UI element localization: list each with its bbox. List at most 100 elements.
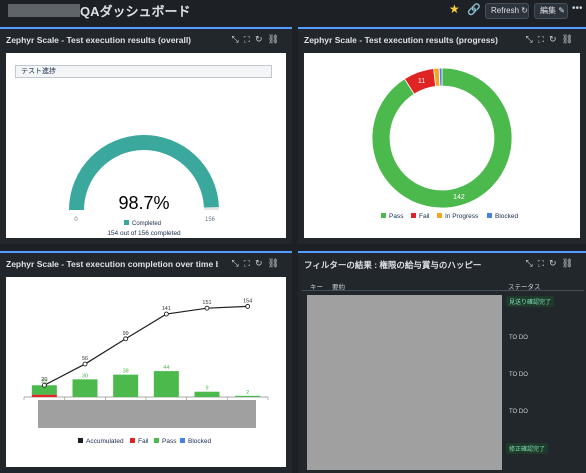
gauge-percent: 98.7% [118, 193, 169, 213]
legend-label: Pass [389, 213, 404, 220]
panel-filter-results: フィルターの結果 : 権限の給与賞与のハッピー ⤡⛶↻⛓ キー 要約 ステータス… [298, 251, 586, 473]
link-icon[interactable]: ⛓ [561, 258, 578, 268]
bar-pass [31, 385, 57, 395]
panel-actions: ⤡⛶↻⛓ [526, 258, 579, 269]
status-badge: 見送り確認完了 [506, 296, 555, 307]
gauge-chart: 98.7% 0 156 Completed 154 out of 156 com… [69, 135, 219, 237]
bar-data-label: 9 [205, 386, 208, 392]
refresh-button[interactable]: Refresh ↻ [485, 3, 529, 19]
legend-swatch [437, 213, 442, 218]
status-badge: TO DO [509, 372, 528, 378]
gauge-fill [69, 135, 219, 210]
donut-slice-pass [371, 67, 513, 209]
accumulated-data-label: 20 [41, 377, 47, 383]
donut-chart: 142 11 Pass Fail In Progress Blocked [371, 67, 519, 220]
accumulated-data-label: 56 [82, 356, 88, 362]
star-icon[interactable]: ★ [449, 2, 460, 16]
legend-label: Fail [138, 438, 149, 445]
panel-title: フィルターの結果 : 権限の給与賞与のハッピー [304, 260, 482, 270]
bar-data-label: 20 [41, 379, 47, 385]
accumulated-line [44, 305, 248, 386]
minimize-icon[interactable]: ⤡ [525, 34, 538, 44]
gauge-max-label: 156 [205, 217, 216, 223]
panel-actions: ⤡⛶↻⛓ [526, 34, 579, 45]
link-icon[interactable]: ⛓ [561, 34, 578, 44]
dashboard-title: QAダッシュボード [80, 4, 191, 19]
legend-swatch [381, 213, 386, 218]
legend-label: In Progress [445, 213, 479, 220]
redacted-x-labels [38, 400, 256, 428]
minimize-icon[interactable]: ⤡ [231, 258, 244, 268]
panel-body: 142 11 Pass Fail In Progress Blocked [304, 53, 580, 238]
panel-title: Zephyr Scale - Test execution completion… [6, 259, 218, 269]
status-badge: TO DO [509, 335, 528, 341]
panel-actions: ⤡⛶↻⛓ [232, 34, 285, 45]
refresh-icon[interactable]: ↻ [255, 34, 268, 44]
link-icon[interactable]: ⛓ [267, 258, 284, 268]
bar-data-label: 44 [163, 365, 169, 371]
legend-swatch [487, 213, 492, 218]
column-key[interactable]: キー [310, 284, 323, 291]
status-badge: 修正確認完了 [506, 443, 549, 454]
panel-title: Zephyr Scale - Test execution results (o… [6, 35, 192, 45]
bar-fail [31, 394, 57, 397]
refresh-label: Refresh [491, 6, 520, 15]
minimize-icon[interactable]: ⤡ [231, 34, 244, 44]
link-icon[interactable]: ⛓ [267, 34, 284, 44]
redacted-title-prefix [8, 4, 80, 17]
panel-title: Zephyr Scale - Test execution results (p… [304, 35, 498, 45]
bar-pass [153, 371, 179, 397]
legend-swatch [78, 438, 83, 443]
expand-icon[interactable]: ⛶ [243, 258, 256, 268]
panel-actions: ⤡⛶↻⛓ [232, 258, 285, 269]
legend-swatch [180, 438, 185, 443]
donut-slice-blocked [438, 67, 443, 87]
bar-pass [113, 374, 139, 397]
legend-label: Pass [162, 438, 177, 445]
donut-data-label: 11 [418, 78, 425, 85]
link-icon[interactable]: 🔗 [467, 4, 481, 16]
tab-test-progress[interactable]: テスト進捗 [15, 65, 272, 78]
legend-label: Blocked [188, 438, 212, 445]
accumulated-data-label: 99 [123, 331, 129, 337]
legend-completed-swatch [124, 220, 129, 225]
minimize-icon[interactable]: ⤡ [525, 258, 538, 268]
legend-label: Blocked [495, 213, 519, 220]
column-summary[interactable]: 要約 [332, 284, 345, 291]
accumulated-data-label: 141 [162, 306, 171, 312]
panel-body: 20 30 38 44 9 2 20 56 99 141 151 154 Accumulated Fail… [6, 277, 286, 467]
bar-data-label: 38 [123, 369, 129, 375]
column-status[interactable]: ステータス [508, 284, 541, 291]
top-bar: QAダッシュボード ★ 🔗 Refresh ↻ 編集 ✎ ••• [0, 0, 586, 24]
accumulated-point [41, 382, 47, 388]
legend-swatch [130, 438, 135, 443]
redacted-rows [307, 295, 502, 470]
accumulated-point [82, 361, 88, 367]
edit-label: 編集 [540, 6, 556, 15]
edit-button[interactable]: 編集 ✎ [534, 3, 568, 19]
accumulated-point [123, 336, 129, 342]
panel-body: テスト進捗 98.7% 0 156 Completed 154 out of 1… [6, 53, 286, 238]
bar-pass [194, 391, 220, 397]
bar-pass [72, 379, 98, 397]
status-badge: TO DO [509, 409, 528, 415]
accumulated-point [204, 305, 210, 311]
pencil-icon: ✎ [558, 6, 565, 15]
expand-icon[interactable]: ⛶ [537, 258, 550, 268]
legend-label: Fail [419, 213, 430, 220]
accumulated-point [163, 311, 169, 317]
panel-progress: Zephyr Scale - Test execution results (p… [298, 27, 586, 244]
legend-label: Accumulated [86, 438, 124, 445]
legend-completed-label: Completed [132, 221, 161, 227]
refresh-icon[interactable]: ↻ [549, 258, 562, 268]
bar-pass [235, 395, 261, 397]
accumulated-data-label: 154 [243, 298, 252, 304]
legend-swatch [154, 438, 159, 443]
expand-icon[interactable]: ⛶ [537, 34, 550, 44]
more-icon[interactable]: ••• [572, 3, 583, 14]
refresh-icon: ↻ [521, 6, 528, 15]
refresh-icon[interactable]: ↻ [255, 258, 268, 268]
refresh-icon[interactable]: ↻ [549, 34, 562, 44]
expand-icon[interactable]: ⛶ [243, 34, 256, 44]
